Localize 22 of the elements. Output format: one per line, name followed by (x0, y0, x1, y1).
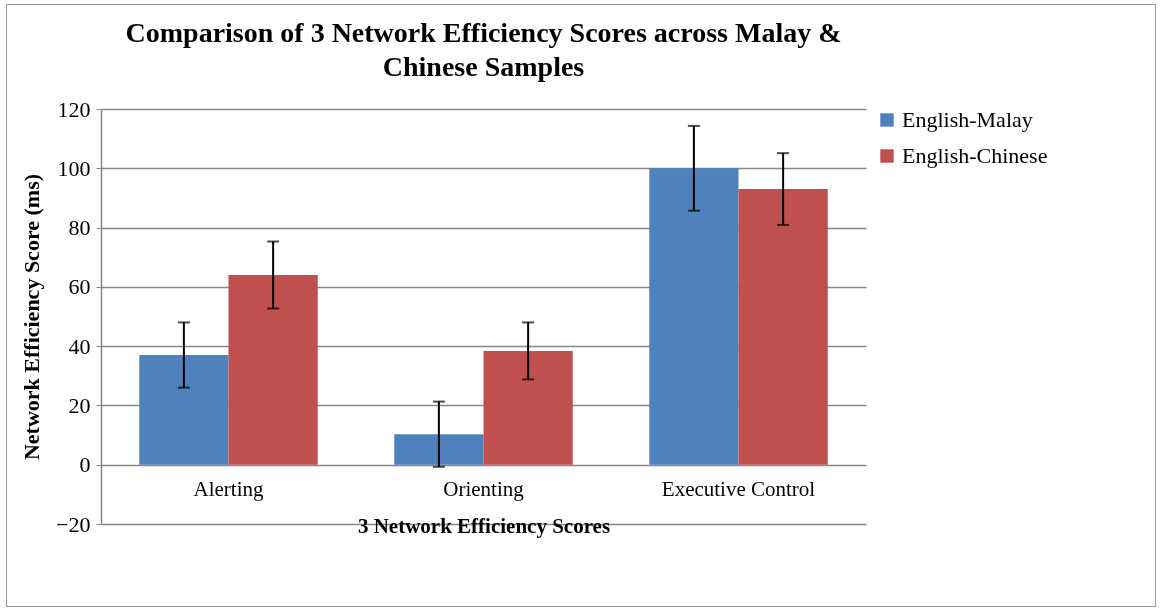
y-tick-label: 20 (68, 392, 91, 418)
y-tick-label: −20 (56, 511, 91, 537)
y-tick-label: 60 (68, 274, 91, 300)
y-tick-label: 0 (79, 452, 91, 478)
y-tick-label: 120 (57, 96, 91, 122)
bar (483, 350, 573, 465)
bar (649, 168, 739, 465)
bar (394, 434, 484, 465)
chart-title: Comparison of 3 Network Efficiency Scores across Malay & Chinese Samples (125, 17, 842, 82)
y-tick-label: 80 (68, 215, 91, 241)
x-tick-label: Alerting (193, 477, 264, 502)
legend-label: English-Chinese (902, 143, 1048, 168)
bar (738, 189, 828, 465)
legend-label: English-Malay (902, 107, 1033, 132)
y-tick-label: 100 (57, 155, 91, 181)
bar (228, 275, 318, 465)
x-tick-label: Executive Control (661, 477, 816, 502)
x-axis-title: 3 Network Efficiency Scores (357, 513, 611, 538)
bar (139, 355, 229, 465)
y-tick-label: 40 (68, 333, 91, 359)
x-tick-label: Orienting (443, 477, 525, 502)
y-axis-title: Network Efficiency Score (ms) (19, 173, 45, 461)
